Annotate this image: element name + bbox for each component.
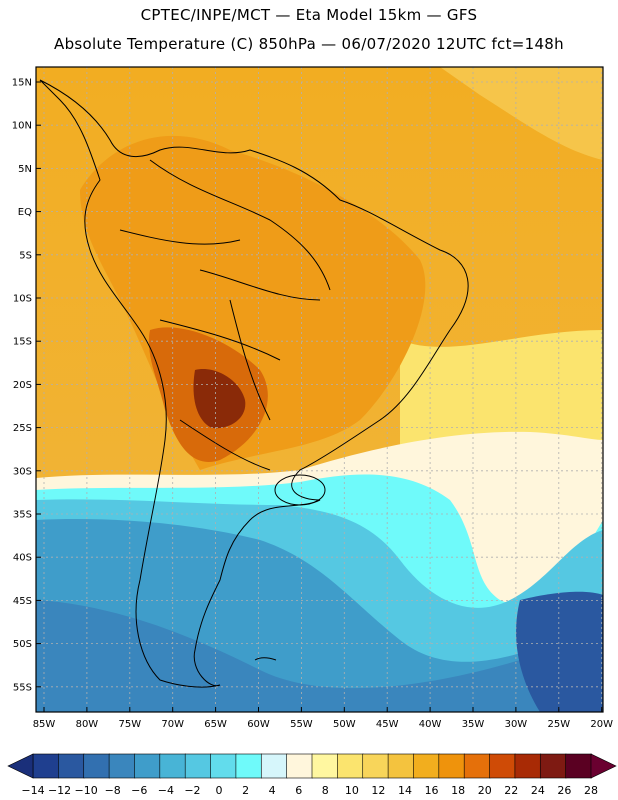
colorbar-label: 16 (425, 784, 439, 797)
colorbar-swatch (539, 753, 567, 779)
lat-label: 15N (12, 78, 32, 89)
lon-label: 20W (590, 719, 613, 730)
colorbar-label: 14 (398, 784, 412, 797)
colorbar-label: −14 (21, 784, 44, 797)
country-borders (119, 159, 331, 471)
lon-label: 65W (204, 719, 227, 730)
colorbar-swatch (260, 753, 288, 779)
lat-label: 40S (13, 553, 32, 564)
lat-label: 20S (13, 380, 32, 391)
colorbar-swatch (184, 753, 212, 779)
coldest-band (516, 591, 603, 712)
lat-label: 5S (19, 250, 32, 261)
map-title-line-1: CPTEC/INPE/MCT — Eta Model 15km — GFS (140, 6, 478, 24)
colorbar-swatch (108, 753, 136, 779)
colorbar-label: 24 (531, 784, 545, 797)
colorbar-min-arrow (7, 753, 34, 779)
colorbar-swatch (489, 753, 516, 779)
lat-label: 25S (13, 423, 32, 434)
lat-label: 5N (18, 164, 32, 175)
longitude-labels: 85W 80W 75W 70W 65W 60W 55W 50W 45W 40W 35W 30W 25W 2… (33, 707, 613, 730)
lat-label: 15S (13, 337, 32, 348)
colorbar-swatch (286, 753, 313, 779)
lon-label: 25W (547, 719, 570, 730)
colorbar-label: −10 (75, 784, 98, 797)
colorbar-swatch (362, 753, 389, 779)
coastlines (39, 79, 469, 688)
warm-yellow-area (440, 67, 603, 160)
colorbar-swatch (438, 753, 465, 779)
colorbar-label: 28 (584, 784, 598, 797)
colorbar-label: 0 (216, 784, 223, 797)
lat-label: EQ (18, 207, 32, 218)
colorbar-swatch (134, 753, 161, 779)
map-frame (35, 66, 604, 713)
lon-label: 35W (462, 719, 485, 730)
colorbar-label: 2 (242, 784, 249, 797)
colorbar-swatch (83, 753, 110, 779)
lon-label: 40W (419, 719, 442, 730)
colorbar-label: 22 (504, 784, 518, 797)
colorbar-labels: −14 −12 −10 −8 −6 −4 −2 0 2 4 6 8 10 12 14 16 18 20 22 24 26… (21, 784, 598, 797)
colorbar (7, 753, 617, 779)
lon-label: 30W (505, 719, 528, 730)
latitude-labels: 15N 10N 5N EQ 5S 10S 15S 20S 25S 30S 35S 40S 45S 50S 5… (12, 78, 41, 693)
colorbar-label: 6 (295, 784, 302, 797)
colorbar-label: 4 (269, 784, 276, 797)
colorbar-label: −2 (184, 784, 200, 797)
map-title-line-2: Absolute Temperature (C) 850hPa — 06/07/… (54, 35, 564, 53)
lon-label: 85W (33, 719, 56, 730)
colorbar-swatch (565, 753, 592, 779)
colorbar-label: 12 (371, 784, 385, 797)
lat-label: 45S (13, 596, 32, 607)
lon-label: 70W (161, 719, 184, 730)
colorbar-label: 26 (557, 784, 571, 797)
lat-label: 30S (13, 466, 32, 477)
temperature-field (36, 67, 603, 712)
lon-label: 75W (118, 719, 141, 730)
rio-de-la-plata (274, 474, 326, 506)
colorbar-label: 8 (322, 784, 329, 797)
colorbar-swatch (235, 753, 263, 779)
lat-label: 55S (13, 682, 32, 693)
lat-label: 35S (13, 510, 32, 521)
lon-label: 50W (333, 719, 356, 730)
colorbar-label: −12 (48, 784, 71, 797)
falkland-islands (254, 657, 277, 661)
colder-band (36, 600, 603, 712)
colorbar-label: −8 (105, 784, 121, 797)
colorbar-swatch (32, 753, 60, 779)
colorbar-label: 10 (345, 784, 359, 797)
colorbar-label: −6 (131, 784, 147, 797)
colorbar-swatch (514, 753, 542, 779)
lon-label: 45W (376, 719, 399, 730)
colorbar-label: −4 (158, 784, 174, 797)
colorbar-swatch (311, 753, 339, 779)
colorbar-swatch (413, 753, 440, 779)
lat-label: 10N (12, 121, 32, 132)
lat-label: 10S (13, 294, 32, 305)
colorbar-swatch (159, 753, 186, 779)
south-america-coast (39, 79, 469, 688)
lon-label: 60W (247, 719, 270, 730)
colorbar-swatch (210, 753, 237, 779)
hottest-spot (193, 369, 246, 429)
colorbar-label: 20 (478, 784, 492, 797)
colorbar-swatch (387, 753, 415, 779)
colorbar-swatch (337, 753, 364, 779)
colorbar-swatch (58, 753, 85, 779)
colorbar-label: 18 (451, 784, 465, 797)
lon-label: 80W (76, 719, 99, 730)
lat-label: 50S (13, 639, 32, 650)
colorbar-max-arrow (590, 753, 617, 779)
lon-label: 55W (290, 719, 313, 730)
colorbar-swatch (463, 753, 491, 779)
